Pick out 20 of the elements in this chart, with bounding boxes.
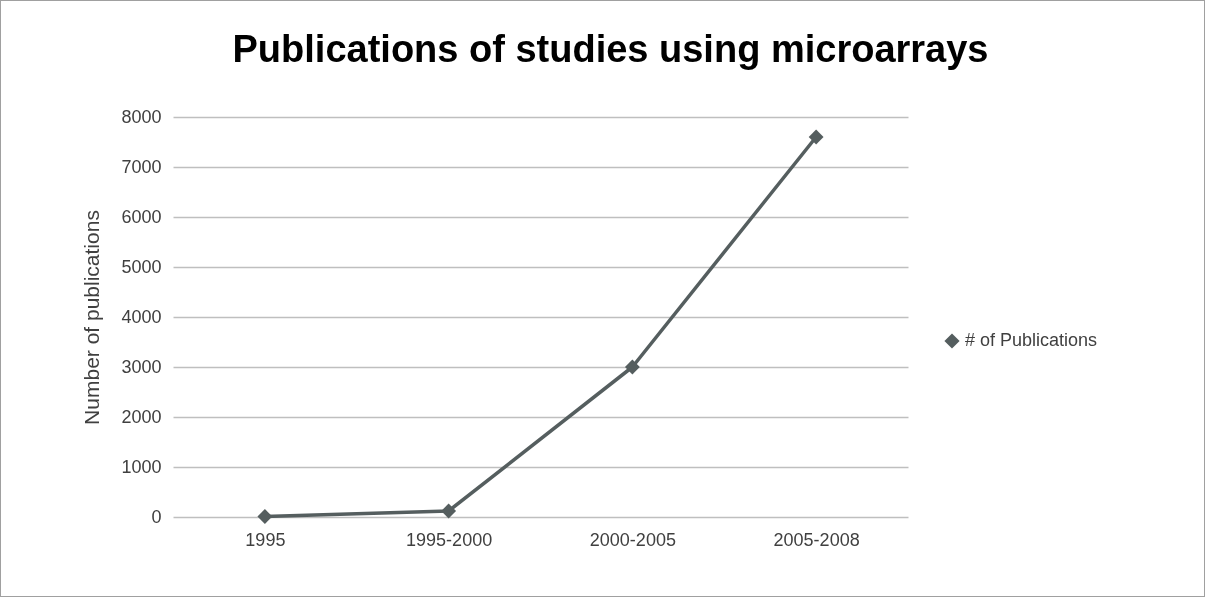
x-tick-label: 2005-2008 (773, 529, 860, 550)
y-tick-label: 4000 (121, 306, 162, 327)
y-tick-label: 2000 (121, 406, 162, 427)
point (441, 503, 457, 519)
x-tick-label: 2000-2005 (589, 529, 676, 550)
point (808, 129, 824, 145)
point (624, 359, 640, 375)
y-tick-label: 8000 (121, 106, 162, 127)
chart-title: Publications of studies using microarrays (232, 28, 989, 70)
y-tick-label: 5000 (121, 256, 162, 277)
y-tick-label: 6000 (121, 206, 162, 227)
point (257, 509, 273, 524)
x-tick-label: 1995-2000 (406, 529, 493, 550)
y-tick-label: 3000 (121, 356, 162, 377)
y-axis-title: Number of publications (80, 210, 104, 425)
legend-label: # of Publications (965, 330, 1098, 350)
y-tick-label: 1000 (121, 456, 162, 477)
y-tick-label: 7000 (121, 156, 162, 177)
y-tick-label: 0 (151, 506, 162, 527)
x-tick-label: 1995 (245, 529, 286, 550)
